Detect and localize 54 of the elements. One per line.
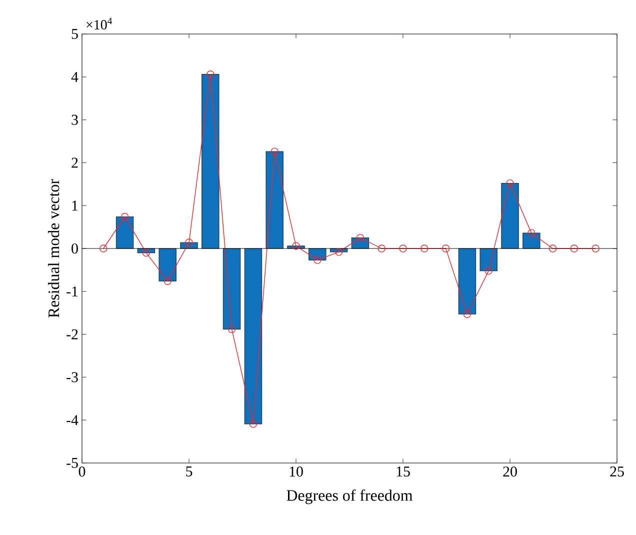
point [185,238,193,246]
x-tick-label: 5 [186,466,192,476]
point [528,229,536,237]
point [164,277,172,285]
y-tick-label: 3 [72,114,78,125]
point [100,244,108,252]
bar [158,248,176,282]
x-tick-label: 20 [503,466,517,477]
point [249,420,258,428]
bar [116,216,134,249]
y-tick-label: 0 [72,243,78,254]
point [334,248,343,256]
x-tick-label: 0 [78,466,86,477]
y-tick-label: 4 [71,72,78,82]
x-tick-label: 10 [290,466,303,477]
point [570,244,578,252]
y-tick-label: -3 [66,372,78,382]
y-tick-label: -1 [66,286,78,296]
point [120,212,129,221]
y-tick-label: -5 [66,458,78,468]
y-tick-label: 5 [72,29,78,39]
bar [222,248,241,330]
point [270,148,278,156]
y-tick-label: -4 [66,415,78,426]
bar [480,248,498,272]
point [463,310,472,318]
x-tick-label: 15 [396,466,410,477]
bar [244,248,262,424]
point [506,179,514,188]
y-tick-label: 2 [72,158,78,168]
point [484,266,492,275]
text: ×10$^{4}$ [86,18,112,30]
bar [266,151,284,249]
point [548,244,557,252]
point [592,244,600,252]
point [356,234,364,242]
y-tick-label: 1 [72,200,78,211]
point [442,244,450,252]
bar [458,248,476,314]
bar [202,74,220,249]
point [314,256,322,264]
point [399,244,407,252]
point [420,244,428,252]
point [142,248,150,257]
bar [522,232,540,249]
y-axis-title: Residual mode vector [48,179,60,318]
bar [501,182,519,249]
point [378,244,386,252]
y-tick-label: -2 [66,329,78,340]
point [292,242,300,250]
x-axis-title: Degrees of freedom [286,489,413,504]
point [206,70,214,78]
point [228,325,236,333]
x-tick-label: 25 [610,466,624,477]
